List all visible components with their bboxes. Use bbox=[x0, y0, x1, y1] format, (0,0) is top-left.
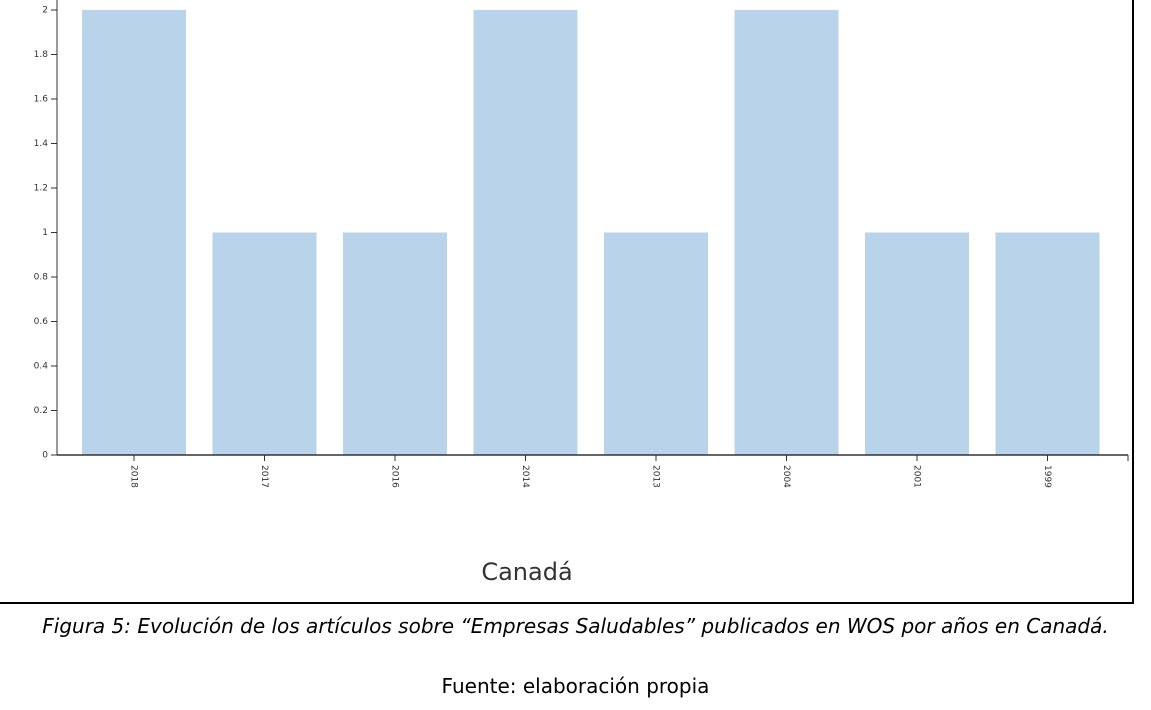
y-tick-label: 1 bbox=[42, 228, 48, 238]
chart-title: Canadá bbox=[481, 558, 572, 586]
x-tick-label: 2014 bbox=[520, 465, 530, 488]
x-tick-label: 2016 bbox=[390, 465, 400, 488]
bar bbox=[343, 232, 447, 455]
bar bbox=[604, 232, 708, 455]
x-tick-label: 2004 bbox=[781, 465, 791, 488]
bar bbox=[212, 232, 317, 455]
frame bbox=[0, 0, 1134, 604]
y-tick-label: 1.4 bbox=[34, 139, 49, 149]
bar bbox=[995, 232, 1100, 455]
y-tick-label: 0 bbox=[42, 451, 48, 461]
bar bbox=[865, 232, 969, 455]
x-tick-label: 1999 bbox=[1042, 465, 1052, 488]
y-tick-label: 0.2 bbox=[34, 406, 48, 416]
y-tick-label: 1.8 bbox=[34, 50, 49, 60]
bar bbox=[473, 10, 578, 455]
y-tick-label: 0.4 bbox=[34, 362, 49, 372]
y-tick-label: 1.2 bbox=[34, 184, 48, 194]
y-tick-label: 2 bbox=[42, 6, 48, 16]
source: Fuente: elaboración propia bbox=[441, 674, 710, 698]
x-tick-label: 2013 bbox=[651, 465, 661, 488]
bar bbox=[82, 10, 186, 455]
y-tick-label: 0.8 bbox=[34, 273, 49, 283]
x-tick-label: 2001 bbox=[912, 465, 922, 488]
chart: Canadá 2018 2017 2016 2014 2013 2004 2001 1999 0… bbox=[0, 0, 1134, 604]
bar bbox=[734, 10, 839, 455]
x-tick-label: 2018 bbox=[129, 465, 139, 488]
x-tick-label: 2017 bbox=[259, 465, 269, 488]
caption: Figura 5: Evolución de los artículos sob… bbox=[42, 614, 1109, 638]
y-tick-label: 1.6 bbox=[34, 95, 49, 105]
y-tick-label: 0.6 bbox=[34, 317, 49, 327]
